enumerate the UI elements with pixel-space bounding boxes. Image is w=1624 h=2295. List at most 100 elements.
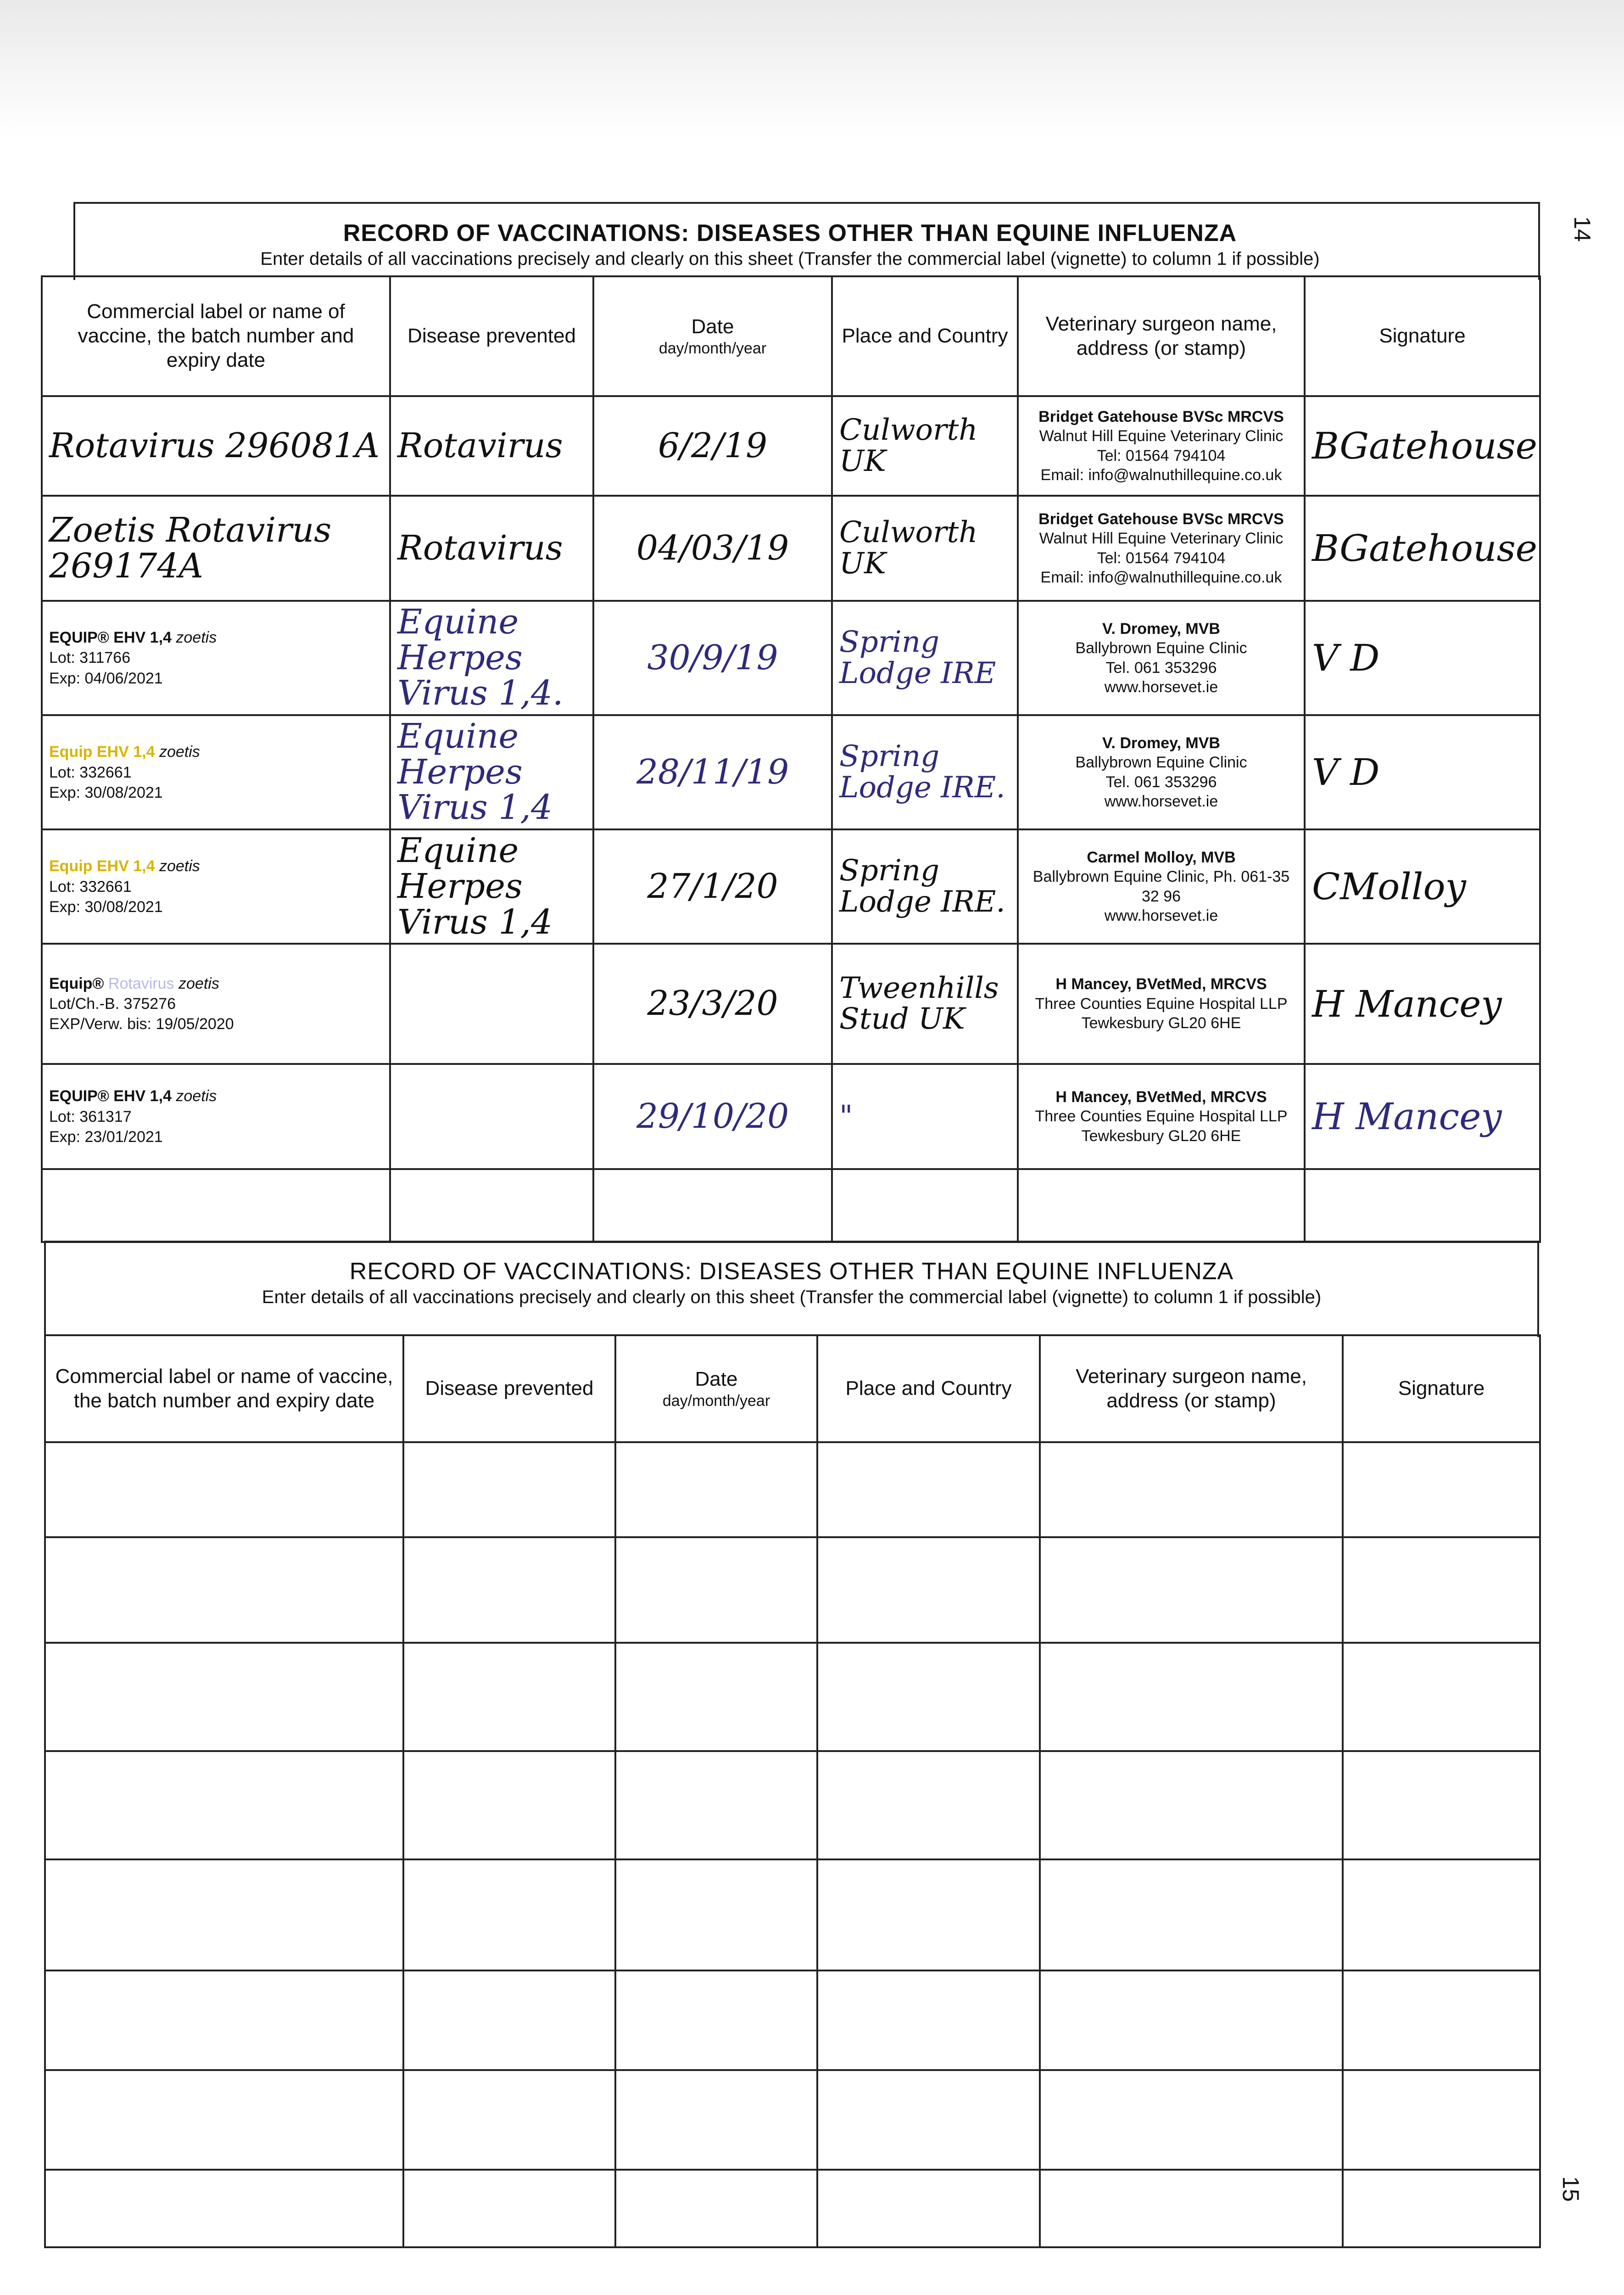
date-cell xyxy=(592,1168,833,1243)
header-row: Commercial label or name of vaccine, the… xyxy=(41,275,1541,397)
vaccine-cell[interactable] xyxy=(44,1642,404,1752)
vaccine-cell[interactable] xyxy=(44,1441,404,1538)
date-cell: 28/11/19 xyxy=(592,714,833,831)
lot-label: Lot: xyxy=(49,763,75,781)
place-cell: Culworth UK xyxy=(831,495,1019,602)
label-brand-line: Equip EHV 1,4 zoetis xyxy=(49,856,383,876)
vet-stamp-cell[interactable] xyxy=(1039,1858,1344,1971)
vaccine-cell[interactable] xyxy=(44,1970,404,2071)
signature-cell[interactable] xyxy=(1342,1642,1541,1752)
vet-stamp-cell[interactable] xyxy=(1039,1750,1344,1860)
vaccine-name: Zoetis Rotavirus 269174A xyxy=(49,510,332,586)
label-brand-line: Equip EHV 1,4 zoetis xyxy=(49,742,383,762)
form-title: RECORD OF VACCINATIONS: DISEASES OTHER T… xyxy=(349,1258,1234,1285)
vet-stamp-cell[interactable] xyxy=(1039,1970,1344,2071)
vet-stamp-cell[interactable] xyxy=(1039,1642,1344,1752)
disease-cell[interactable] xyxy=(402,1858,616,1971)
date-format: day/month/year xyxy=(659,339,767,357)
place-cell[interactable] xyxy=(816,1858,1041,1971)
place-cell[interactable] xyxy=(816,2169,1041,2248)
date-cell[interactable] xyxy=(614,1536,818,1644)
vaccine-cell[interactable] xyxy=(44,1858,404,1971)
label-brand: Equip® xyxy=(49,974,104,992)
label-lot-line: Lot: 332661 xyxy=(49,762,383,783)
bottom-form-frame xyxy=(44,1241,1539,1337)
signature-cell[interactable] xyxy=(1342,1536,1541,1644)
vaccine-label: EQUIP® EHV 1,4 zoetis Lot: 311766 Exp: 04/… xyxy=(49,627,383,688)
date-cell[interactable] xyxy=(614,1642,818,1752)
disease-cell[interactable] xyxy=(402,1642,616,1752)
disease-cell[interactable] xyxy=(402,2069,616,2171)
date-cell[interactable] xyxy=(614,1858,818,1971)
date-cell[interactable] xyxy=(614,2069,818,2171)
signature-cell[interactable] xyxy=(1342,1441,1541,1538)
vaccine-cell[interactable] xyxy=(44,1750,404,1860)
vet-stamp-line: Ballybrown Equine Clinic, Ph. 061-35 32 … xyxy=(1032,868,1290,905)
exp-date: 23/01/2021 xyxy=(84,1128,163,1146)
table-row: EQUIP® EHV 1,4 zoetis Lot: 311766 Exp: 04/… xyxy=(41,599,1541,716)
vet-stamp-cell[interactable] xyxy=(1039,1441,1344,1538)
place-cell[interactable] xyxy=(816,2069,1041,2171)
label-brand-line: Equip® Rotavirus zoetis xyxy=(49,974,383,994)
date-cell[interactable] xyxy=(614,1750,818,1860)
lot-label: Lot: xyxy=(49,878,75,896)
disease-cell xyxy=(389,1063,594,1170)
table-row xyxy=(44,1536,1541,1644)
vet-stamp-line: Bridget Gatehouse BVSc MRCVS xyxy=(1038,510,1284,528)
vaccine-cell: Equip EHV 1,4 zoetis Lot: 332661 Exp: 30/0… xyxy=(41,828,391,945)
label-brand: EQUIP® EHV 1,4 xyxy=(49,629,172,647)
vaccine-cell[interactable] xyxy=(44,1536,404,1644)
date-cell[interactable] xyxy=(614,1441,818,1538)
signature-cell[interactable] xyxy=(1342,1970,1541,2071)
signature-cell[interactable] xyxy=(1342,1750,1541,1860)
vaccine-cell[interactable] xyxy=(44,2069,404,2171)
disease-cell[interactable] xyxy=(402,2169,616,2248)
label-maker: zoetis xyxy=(176,629,217,647)
label-lot-line: Lot: 311766 xyxy=(49,648,383,668)
disease-cell[interactable] xyxy=(402,1970,616,2071)
exp-label: EXP/Verw. bis: xyxy=(49,1015,151,1033)
table-row xyxy=(44,1441,1541,1538)
col-header-disease: Disease prevented xyxy=(402,1334,616,1443)
vet-stamp-cell[interactable] xyxy=(1039,2169,1344,2248)
place-cell: Spring Lodge IRE xyxy=(831,599,1019,716)
table-row xyxy=(41,1168,1541,1243)
vaccine-label: Equip EHV 1,4 zoetis Lot: 332661 Exp: 30/0… xyxy=(49,742,383,803)
place-cell: Spring Lodge IRE. xyxy=(831,714,1019,831)
place-cell[interactable] xyxy=(816,1750,1041,1860)
place-cell[interactable] xyxy=(816,1970,1041,2071)
vet-stamp-line: Three Counties Equine Hospital LLP xyxy=(1035,1108,1288,1125)
date-cell[interactable] xyxy=(614,1970,818,2071)
signature-cell[interactable] xyxy=(1342,2169,1541,2248)
vet-stamp-line: Tewkesbury GL20 6HE xyxy=(1081,1014,1241,1032)
exp-date: 30/08/2021 xyxy=(84,898,163,916)
date-format: day/month/year xyxy=(662,1392,770,1410)
place-cell[interactable] xyxy=(816,1536,1041,1644)
vet-stamp-line: H Mancey, BVetMed, MRCVS xyxy=(1055,1088,1267,1106)
signature-cell[interactable] xyxy=(1342,1858,1541,1971)
signature-cell: V D xyxy=(1304,714,1541,831)
disease-cell xyxy=(389,1168,594,1243)
lot-number: 332661 xyxy=(79,763,132,781)
page-number-bottom: 15 xyxy=(1557,2176,1584,2202)
vaccine-label: Equip EHV 1,4 zoetis Lot: 332661 Exp: 30/0… xyxy=(49,856,383,917)
exp-label: Exp: xyxy=(49,784,81,801)
place-cell[interactable] xyxy=(816,1642,1041,1752)
vet-stamp-line: Tel: 01564 794104 xyxy=(1097,549,1226,567)
top-form-header: RECORD OF VACCINATIONS: DISEASES OTHER T… xyxy=(41,219,1539,269)
signature-cell: H Mancey xyxy=(1304,943,1541,1065)
vet-stamp-cell[interactable] xyxy=(1039,1536,1344,1644)
vaccine-cell[interactable] xyxy=(44,2169,404,2248)
vet-stamp-cell[interactable] xyxy=(1039,2069,1344,2171)
exp-label: Exp: xyxy=(49,1128,81,1146)
disease-cell[interactable] xyxy=(402,1536,616,1644)
col-header-disease: Disease prevented xyxy=(389,275,594,397)
exp-date: 30/08/2021 xyxy=(84,784,163,801)
disease-cell[interactable] xyxy=(402,1441,616,1538)
disease-cell[interactable] xyxy=(402,1750,616,1860)
date-cell[interactable] xyxy=(614,2169,818,2248)
label-lot-line: Lot: 332661 xyxy=(49,877,383,897)
signature-cell[interactable] xyxy=(1342,2069,1541,2171)
place-cell[interactable] xyxy=(816,1441,1041,1538)
date-cell: 27/1/20 xyxy=(592,828,833,945)
